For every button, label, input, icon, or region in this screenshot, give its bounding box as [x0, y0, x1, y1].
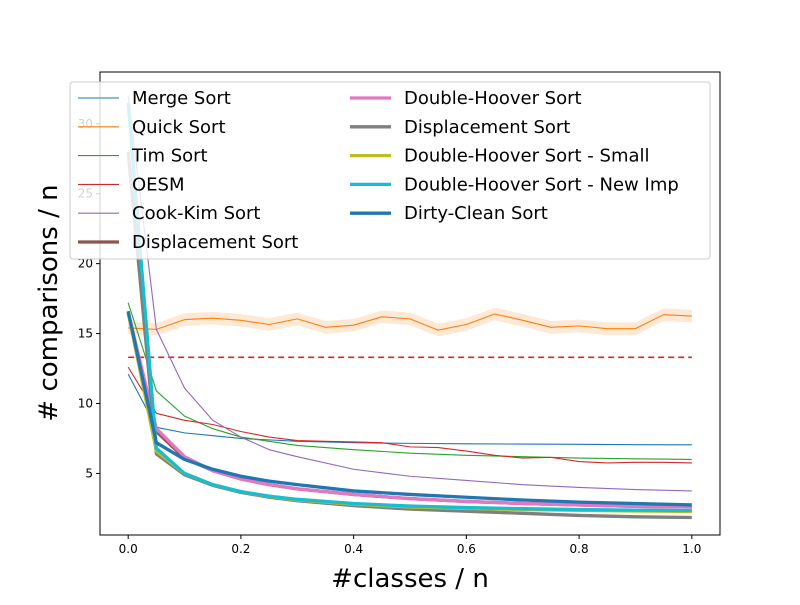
legend-box — [69, 81, 711, 260]
confidence-band-layer — [128, 307, 692, 337]
series-line — [126, 310, 692, 507]
series-line — [126, 312, 692, 514]
legend-entry-label: Double-Hoover Sort - New Imp — [404, 174, 679, 195]
series-line — [127, 373, 692, 446]
series-line — [126, 312, 692, 509]
legend-entry-label: Displacement Sort — [404, 117, 570, 138]
series-band — [128, 307, 692, 337]
legend-entry-label: Double-Hoover Sort - Small — [404, 146, 650, 167]
series-layer — [126, 95, 692, 520]
series-line — [128, 313, 692, 331]
x-axis-ticks: 0.0 0.2 0.4 0.6 0.8 1.0 — [119, 535, 701, 556]
x-tick-label: 0.8 — [570, 542, 589, 556]
x-tick-label: 0.4 — [344, 542, 363, 556]
x-tick-label: 0.0 — [119, 542, 138, 556]
plot-frame — [99, 71, 721, 536]
legend-entry-label: Merge Sort — [132, 88, 231, 109]
series-line — [126, 102, 692, 513]
series-line — [127, 95, 692, 492]
y-tick-label: 20 — [78, 257, 93, 271]
legend-entry-label: Cook-Kim Sort — [132, 203, 260, 224]
legend: Merge Sort Quick Sort Tim Sort OESM Cook-Kim… — [69, 81, 711, 260]
series-line — [127, 366, 692, 464]
x-tick-label: 0.2 — [231, 542, 250, 556]
y-tick-label: 10 — [78, 397, 93, 411]
y-tick-label: 5 — [85, 466, 93, 480]
legend-entry-label: Displacement Sort — [132, 232, 298, 253]
legend-entry-label: Double-Hoover Sort — [404, 88, 582, 109]
x-axis-label: #classes / n — [331, 564, 489, 594]
legend-entry-label: Tim Sort — [131, 146, 208, 167]
series-line — [127, 302, 692, 461]
legend-entry-label: OESM — [132, 174, 185, 195]
y-tick-label: 15 — [78, 327, 93, 341]
x-tick-label: 1.0 — [682, 542, 701, 556]
y-axis-label: # comparisons / n — [34, 184, 64, 421]
series-line — [126, 312, 692, 509]
x-tick-label: 0.6 — [457, 542, 476, 556]
legend-entry-label: Dirty-Clean Sort — [404, 203, 548, 224]
legend-entry-label: Quick Sort — [132, 117, 226, 138]
